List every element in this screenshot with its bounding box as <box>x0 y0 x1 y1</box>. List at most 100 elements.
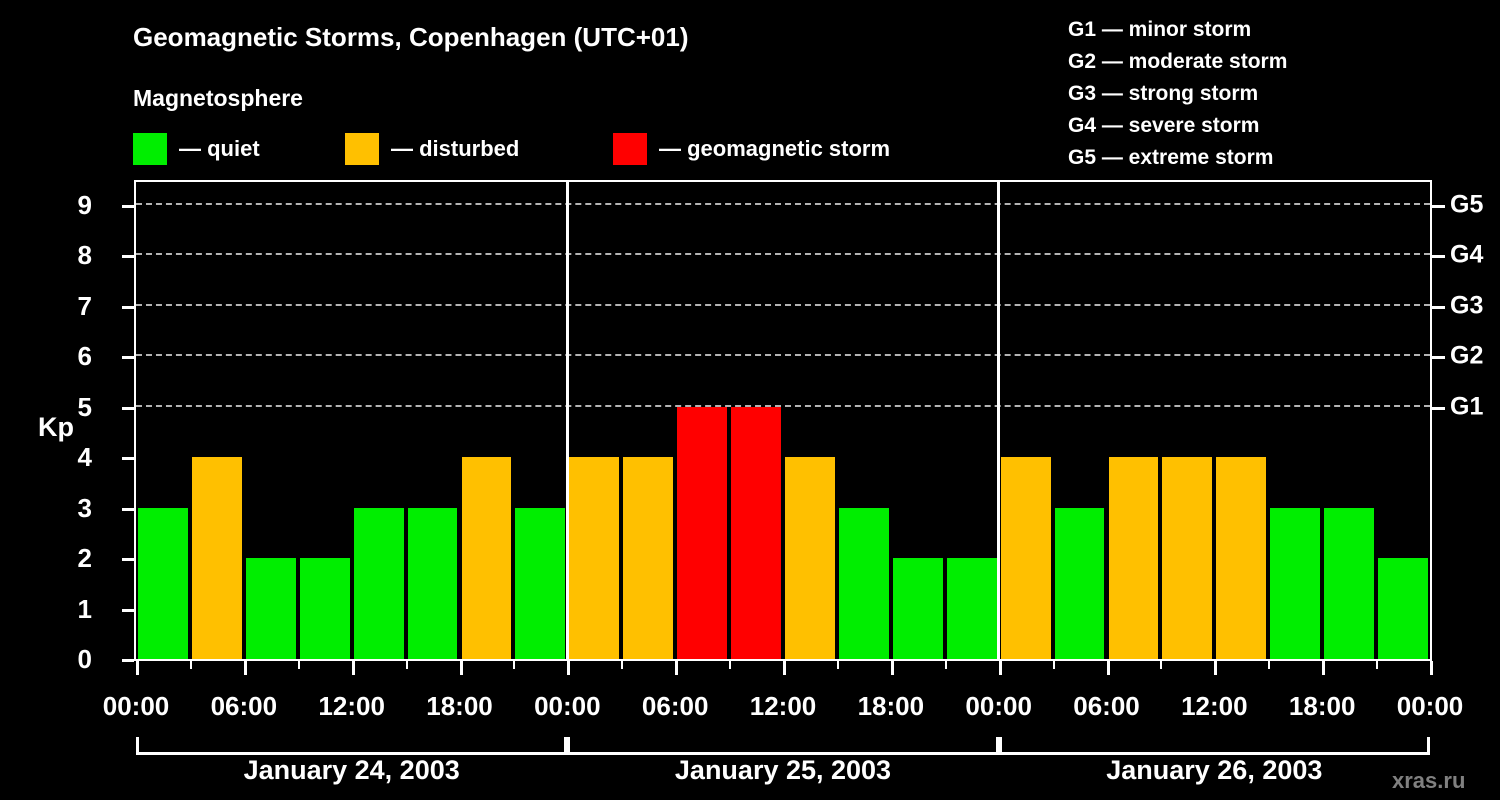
page-title: Geomagnetic Storms, Copenhagen (UTC+01) <box>133 22 689 52</box>
bar <box>892 558 943 659</box>
x-axis-tick-minor <box>1160 661 1163 669</box>
day-separator-2 <box>997 180 1001 661</box>
g-legend-row-3: G3 — strong storm <box>1068 82 1259 105</box>
x-axis-tick-label: 12:00 <box>749 691 817 721</box>
bar <box>677 406 728 659</box>
y-axis-tick-mark-5 <box>122 406 134 410</box>
g-axis-tick-mark-G1 <box>1432 406 1445 410</box>
bar <box>838 507 889 659</box>
g-legend-row-4: G4 — severe storm <box>1068 114 1260 137</box>
x-axis-tick-label: 00:00 <box>1396 691 1464 721</box>
x-axis-tick-major <box>567 661 571 675</box>
y-axis-tick-2: 2 <box>77 543 92 574</box>
bar <box>353 507 404 659</box>
legend-swatch-geomagnetic-storm <box>613 133 647 165</box>
bar <box>1000 457 1051 659</box>
bar <box>515 507 566 659</box>
x-axis-tick-major <box>1322 661 1326 675</box>
g-axis-tick-G1: G1 <box>1450 392 1484 421</box>
y-axis-label: Kp <box>38 412 74 442</box>
y-axis-tick-4: 4 <box>77 442 92 473</box>
x-axis-tick-major <box>998 661 1002 675</box>
x-axis-tick-label: 12:00 <box>318 691 385 721</box>
x-axis-tick-label: 12:00 <box>1181 691 1248 721</box>
legend-label-quiet: — quiet <box>179 136 260 161</box>
g-legend-row-5: G5 — extreme storm <box>1068 146 1274 169</box>
y-axis-tick-mark-2 <box>122 558 134 562</box>
y-axis-tick-mark-3 <box>122 507 134 511</box>
x-axis-tick-minor <box>189 661 192 669</box>
gridline-kp-5 <box>136 404 1430 407</box>
day-bracket-1 <box>136 737 568 755</box>
bar <box>1108 457 1159 659</box>
g-axis-tick-G5: G5 <box>1450 190 1484 219</box>
bar <box>1162 457 1213 659</box>
gridline-kp-9 <box>136 202 1430 205</box>
y-axis-tick-0: 0 <box>77 644 92 674</box>
bar <box>785 457 835 659</box>
bar <box>1378 558 1428 659</box>
y-axis-tick-mark-7 <box>122 305 134 309</box>
day-bracket-3 <box>998 737 1430 755</box>
day-label-3: January 26, 2003 <box>1106 755 1323 785</box>
x-axis-tick-major <box>351 661 355 675</box>
y-axis-tick-9: 9 <box>77 189 92 220</box>
x-axis-tick-major <box>243 661 247 675</box>
y-axis-tick-7: 7 <box>77 290 92 321</box>
x-axis-tick-major <box>1430 661 1433 675</box>
x-axis-tick-minor <box>1376 661 1379 669</box>
x-axis-tick-minor <box>1052 661 1055 669</box>
bar <box>569 457 620 659</box>
x-axis-tick-label: 18:00 <box>1288 691 1356 721</box>
bar <box>138 507 188 659</box>
bar <box>407 507 458 659</box>
x-axis-tick-minor <box>729 661 732 669</box>
x-axis-tick-major <box>459 661 463 675</box>
g-axis-tick-G4: G4 <box>1450 240 1484 269</box>
x-axis-tick-minor <box>405 661 408 669</box>
legend-entry-geomagnetic-storm: — geomagnetic storm <box>613 132 890 166</box>
bar <box>623 457 674 659</box>
bar <box>1054 507 1105 659</box>
bar <box>1270 507 1321 659</box>
x-axis-tick-major <box>1214 661 1218 675</box>
y-axis-tick-mark-8 <box>122 255 134 259</box>
x-axis-tick-label: 06:00 <box>1073 691 1140 721</box>
y-axis-tick-1: 1 <box>77 593 92 624</box>
watermark: xras.ru <box>1392 768 1466 793</box>
x-axis-tick-minor <box>1268 661 1271 669</box>
x-axis-tick-major <box>675 661 679 675</box>
plot-area <box>134 180 1432 661</box>
x-axis-tick-label: 06:00 <box>641 691 709 721</box>
g-legend-row-1: G1 — minor storm <box>1068 18 1252 41</box>
legend-label-geomagnetic-storm: — geomagnetic storm <box>659 136 891 161</box>
bar <box>191 457 242 659</box>
day-label-1: January 24, 2003 <box>243 755 460 785</box>
y-axis-tick-mark-4 <box>122 457 134 461</box>
y-axis-tick-5: 5 <box>77 391 92 422</box>
y-axis-tick-mark-1 <box>122 608 134 612</box>
x-axis-tick-label: 00:00 <box>102 691 170 721</box>
day-bracket-2 <box>567 737 999 755</box>
g-axis-tick-mark-G3 <box>1432 305 1445 309</box>
x-axis-tick-minor <box>621 661 624 669</box>
legend-swatch-quiet <box>133 133 167 165</box>
g-axis-tick-G2: G2 <box>1450 341 1484 370</box>
x-axis-tick-major <box>783 661 786 675</box>
day-label-2: January 25, 2003 <box>674 755 892 785</box>
g-scale-legend: G1 — minor storm G2 — moderate storm G3 — … <box>0 14 1500 174</box>
y-axis-tick-mark-9 <box>122 204 134 208</box>
bar <box>731 406 781 659</box>
g-axis-tick-mark-G5 <box>1432 204 1445 208</box>
gridline-kp-7 <box>136 303 1430 306</box>
x-axis-tick-major <box>1106 661 1110 675</box>
bar <box>1324 507 1375 659</box>
legend-entry-quiet: — quiet <box>133 132 260 166</box>
y-axis-tick-mark-6 <box>122 356 134 360</box>
g-axis-tick-mark-G4 <box>1432 255 1445 259</box>
g-legend-row-2: G2 — moderate storm <box>1068 50 1288 73</box>
x-axis-tick-label: 06:00 <box>210 691 278 721</box>
g-axis-tick-G3: G3 <box>1450 291 1484 320</box>
x-axis-tick-major <box>136 661 139 675</box>
x-axis-tick-minor <box>297 661 300 669</box>
